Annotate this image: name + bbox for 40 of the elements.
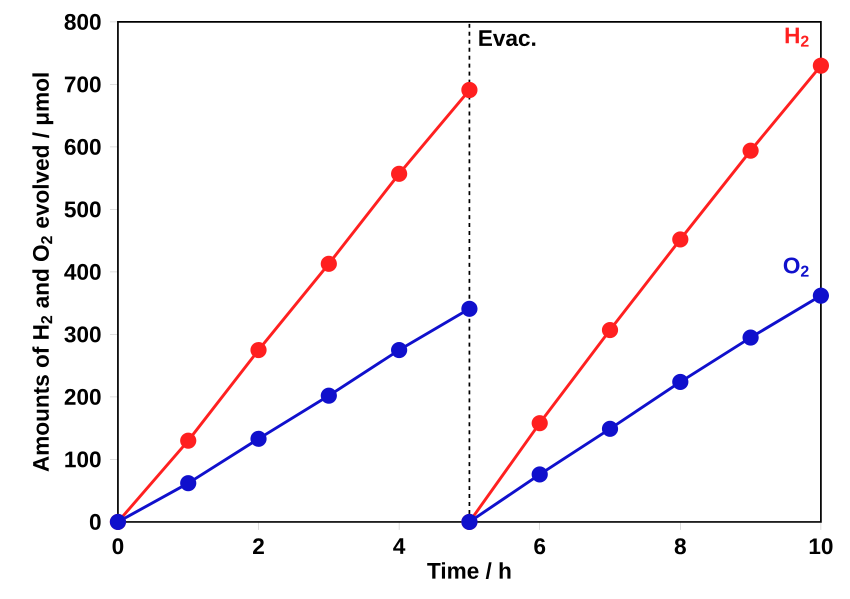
y-tick-label: 400 xyxy=(64,264,101,280)
point xyxy=(250,342,267,358)
y-tick-label: 300 xyxy=(64,326,101,342)
x-tick-label: 8 xyxy=(674,538,686,554)
point xyxy=(391,166,408,182)
point xyxy=(461,82,478,98)
point xyxy=(180,432,196,449)
point xyxy=(602,322,618,338)
series-label: O$_{2}$ xyxy=(784,257,809,277)
y-axis-title: Amounts of H$_{2}$ and O$_{2}$ evolved / μmol xyxy=(32,73,54,472)
point xyxy=(320,388,337,404)
point xyxy=(532,415,548,432)
point xyxy=(320,256,337,272)
series-label: H$_{2}$ xyxy=(786,28,809,47)
point xyxy=(391,342,408,358)
ref-line-label: Evac. xyxy=(479,30,536,46)
point xyxy=(602,420,618,437)
x-tick-label: 10 xyxy=(810,538,833,554)
y-tick-label: 600 xyxy=(64,138,101,155)
point xyxy=(672,374,688,390)
point xyxy=(742,329,759,346)
y-tick-label: 500 xyxy=(64,201,101,218)
y-tick-label: 100 xyxy=(65,451,101,468)
point xyxy=(672,231,688,248)
x-tick-label: 0 xyxy=(112,538,124,554)
y-tick-label: 200 xyxy=(64,388,101,405)
point xyxy=(532,466,548,483)
point xyxy=(742,142,759,159)
x-tick-label: 2 xyxy=(253,538,264,554)
x-tick-label: 6 xyxy=(534,538,546,554)
point xyxy=(812,58,829,74)
y-tick-label: 800 xyxy=(64,14,101,30)
point xyxy=(461,300,478,317)
point xyxy=(180,475,196,492)
point xyxy=(812,288,829,304)
point xyxy=(250,430,267,447)
x-axis-title: Time / h xyxy=(427,562,510,580)
y-tick-label: 0 xyxy=(90,514,101,530)
y-tick-label: 700 xyxy=(64,76,101,92)
x-tick-label: 4 xyxy=(393,538,406,554)
